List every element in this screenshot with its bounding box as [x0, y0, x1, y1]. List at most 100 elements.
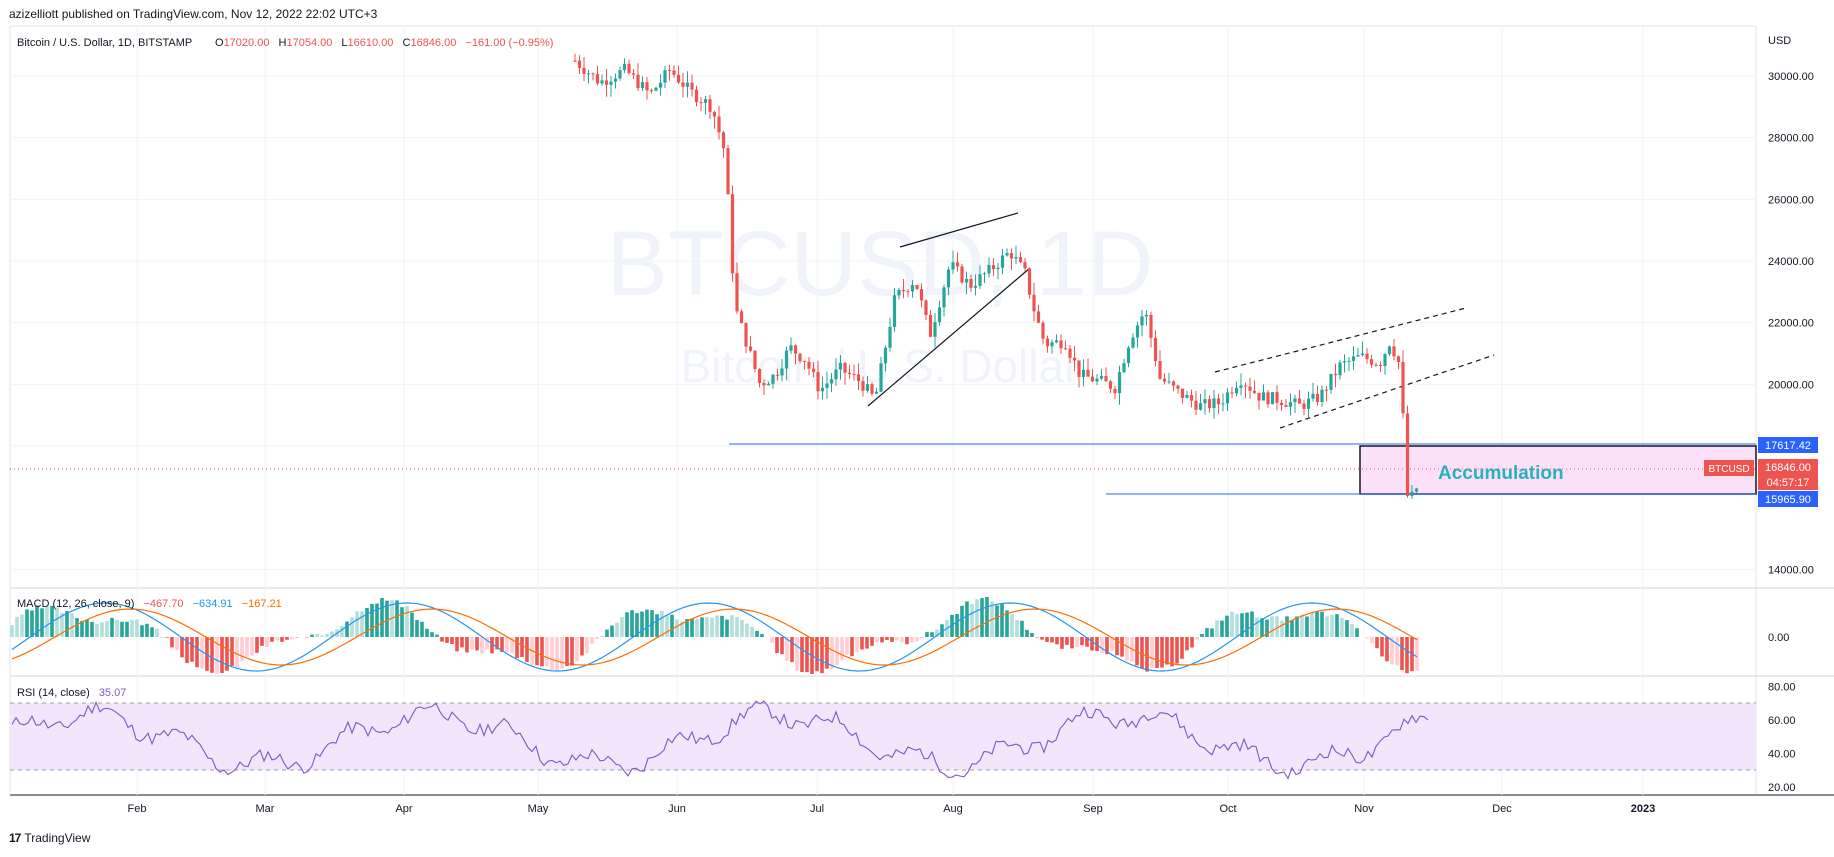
candle-body: [1054, 340, 1059, 343]
macd-bar: [900, 637, 904, 643]
candle-body: [996, 267, 1000, 270]
candle-body: [1032, 294, 1036, 312]
candle-body: [874, 391, 879, 394]
wedge-upper-line[interactable]: [899, 212, 1019, 248]
candle-body: [730, 194, 735, 274]
macd-bar: [200, 637, 204, 669]
candle-body: [753, 350, 757, 369]
candle-body: [1095, 378, 1099, 382]
wedge-lower-line[interactable]: [867, 267, 1031, 407]
macd-bar: [620, 616, 624, 637]
time-tick-jun: Jun: [668, 803, 686, 815]
candle-body: [604, 80, 609, 85]
candle-body: [1216, 398, 1221, 405]
channel-upper-line[interactable]: [1214, 307, 1467, 373]
macd-bar: [685, 618, 689, 637]
candle-body: [942, 287, 946, 308]
macd-bar: [320, 635, 324, 637]
symbol-tag-badge: [1704, 460, 1754, 476]
macd-bar: [830, 637, 834, 669]
candle-body: [838, 362, 843, 370]
candle-body: [870, 384, 874, 394]
candlestick-series[interactable]: [573, 53, 1419, 499]
macd-bar: [720, 615, 724, 637]
macd-bar: [285, 637, 289, 640]
macd-bar: [90, 621, 94, 637]
macd-bar: [505, 637, 509, 652]
macd-bar: [665, 614, 669, 637]
candle-body: [1207, 399, 1212, 408]
candle-body: [622, 63, 627, 71]
candle-body: [1266, 392, 1270, 405]
candle-body: [1401, 361, 1405, 414]
macd-bar: [185, 637, 189, 664]
footer-brand[interactable]: 17 TradingView: [9, 831, 90, 845]
time-axis[interactable]: Feb Mar Apr May Jun Jul Aug Sep Oct Nov Dec 2023: [128, 803, 1656, 815]
macd-bar: [1100, 637, 1104, 654]
candle-body: [811, 368, 816, 372]
macd-bar: [1235, 613, 1239, 637]
current-price-badge: [1758, 459, 1818, 490]
channel-lower-line[interactable]: [1279, 354, 1495, 429]
macd-bar: [865, 637, 869, 649]
candle-body: [613, 78, 618, 82]
macd-bar: [825, 637, 829, 669]
candle-body: [762, 382, 766, 386]
publish-info: azizelliott published on TradingView.com…: [9, 7, 378, 21]
candle-body: [631, 73, 636, 75]
macd-bar: [265, 637, 269, 648]
macd-bar: [255, 637, 259, 653]
macd-bar: [365, 607, 369, 637]
lower-level-badge: [1758, 491, 1818, 507]
accumulation-label: Accumulation: [1438, 463, 1564, 484]
macd-bar: [270, 637, 274, 642]
macd-bar: [655, 614, 659, 637]
macd-bar: [245, 637, 249, 657]
rsi-series[interactable]: [11, 700, 1429, 780]
accumulation-box[interactable]: [1359, 445, 1757, 495]
candle-body: [784, 350, 789, 369]
time-tick-mar: Mar: [256, 803, 275, 815]
macd-bar: [330, 631, 334, 637]
macd-bar: [880, 637, 884, 643]
macd-bar: [940, 624, 944, 637]
macd-bar: [1285, 616, 1289, 637]
macd-bar: [1090, 637, 1094, 651]
macd-bar: [1365, 637, 1369, 639]
macd-bar: [1200, 633, 1204, 637]
macd-bar: [1055, 637, 1059, 645]
candle-body: [1140, 316, 1144, 326]
signal-line: [11, 608, 1418, 666]
candle-body: [1014, 257, 1018, 259]
macd-bar: [970, 604, 974, 637]
candle-body: [1243, 385, 1248, 387]
macd-bar: [1150, 637, 1154, 668]
candle-body: [1261, 392, 1266, 401]
macd-bar: [1255, 617, 1259, 637]
rsi-tick-1: 60.00: [1768, 715, 1796, 727]
macd-bar: [710, 617, 714, 637]
candle-body: [888, 326, 892, 348]
macd-bar: [45, 606, 49, 637]
macd-series[interactable]: [10, 597, 1419, 674]
macd-bar: [420, 621, 424, 637]
macd-bar: [1220, 620, 1224, 637]
macd-bar: [840, 637, 844, 661]
candle-body: [897, 290, 901, 296]
macd-value-3: −167.21: [242, 598, 282, 610]
macd-bar: [905, 637, 909, 645]
macd-bar: [145, 623, 149, 637]
candle-body: [1378, 364, 1383, 366]
candle-body: [825, 383, 829, 388]
candle-body: [789, 345, 793, 351]
candle-body: [987, 265, 991, 274]
time-tick-aug: Aug: [943, 803, 963, 815]
watermark-symbol: BTCUSD, 1D: [607, 213, 1154, 315]
macd-bar: [315, 633, 319, 637]
candle-body: [1270, 392, 1275, 405]
candle-body: [892, 295, 897, 327]
macd-bar: [205, 637, 209, 671]
candle-body: [807, 361, 811, 369]
candle-body: [1383, 354, 1387, 366]
